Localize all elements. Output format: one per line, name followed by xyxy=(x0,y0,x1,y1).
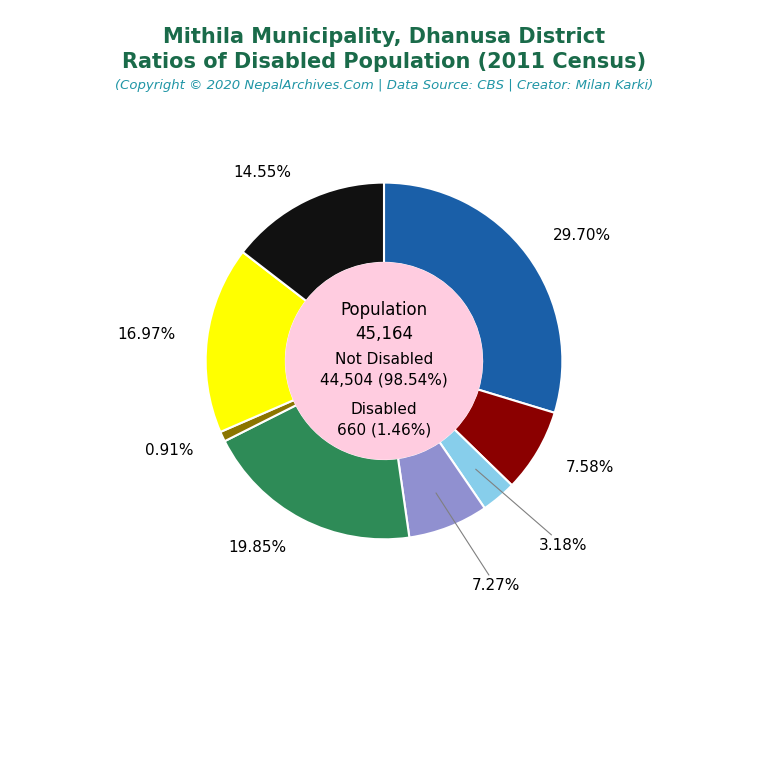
Wedge shape xyxy=(398,442,485,538)
Circle shape xyxy=(286,263,482,459)
Text: 14.55%: 14.55% xyxy=(233,164,291,180)
Wedge shape xyxy=(206,252,306,432)
Wedge shape xyxy=(225,405,409,539)
Text: Mithila Municipality, Dhanusa District: Mithila Municipality, Dhanusa District xyxy=(163,27,605,47)
Text: (Copyright © 2020 NepalArchives.Com | Data Source: CBS | Creator: Milan Karki): (Copyright © 2020 NepalArchives.Com | Da… xyxy=(115,79,653,92)
Text: 19.85%: 19.85% xyxy=(229,540,286,555)
Text: Population
45,164: Population 45,164 xyxy=(340,301,428,343)
Wedge shape xyxy=(455,389,554,485)
Wedge shape xyxy=(243,183,384,301)
Wedge shape xyxy=(220,400,296,441)
Text: Disabled
660 (1.46%): Disabled 660 (1.46%) xyxy=(337,402,431,437)
Text: 16.97%: 16.97% xyxy=(117,327,175,343)
Text: 29.70%: 29.70% xyxy=(553,228,611,243)
Text: 0.91%: 0.91% xyxy=(145,442,194,458)
Text: 7.27%: 7.27% xyxy=(436,493,520,593)
Wedge shape xyxy=(384,183,562,413)
Text: 7.58%: 7.58% xyxy=(565,461,614,475)
Text: Not Disabled
44,504 (98.54%): Not Disabled 44,504 (98.54%) xyxy=(320,353,448,387)
Text: Ratios of Disabled Population (2011 Census): Ratios of Disabled Population (2011 Cens… xyxy=(122,52,646,72)
Wedge shape xyxy=(439,429,512,508)
Text: 3.18%: 3.18% xyxy=(475,469,588,553)
